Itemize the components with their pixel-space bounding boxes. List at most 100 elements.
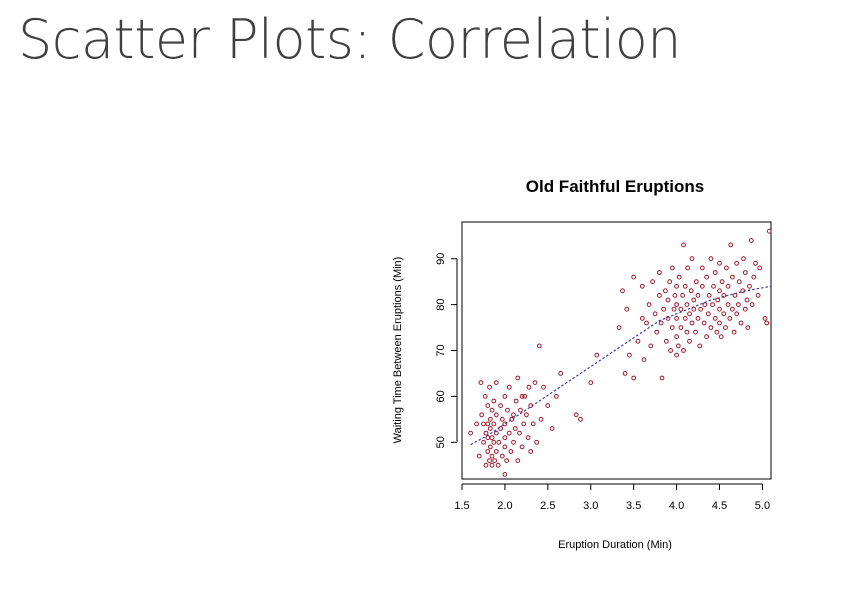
data-point xyxy=(719,279,725,285)
data-point xyxy=(487,426,493,431)
data-point xyxy=(674,302,679,308)
data-point xyxy=(748,238,754,243)
data-point xyxy=(525,435,531,441)
data-point xyxy=(689,320,695,326)
data-point xyxy=(701,320,707,326)
data-point xyxy=(657,270,662,275)
data-point xyxy=(483,462,489,468)
data-point xyxy=(627,352,632,358)
data-point xyxy=(532,380,538,386)
data-point xyxy=(747,283,752,289)
data-point xyxy=(489,435,495,441)
data-point xyxy=(710,302,715,308)
data-point xyxy=(489,453,495,459)
data-point xyxy=(468,430,474,436)
data-point xyxy=(699,265,705,271)
data-point xyxy=(693,279,699,285)
data-point xyxy=(536,343,542,349)
data-point xyxy=(492,458,498,464)
x-axis: 1.5 2.0 2.5 3.0 3.5 4.0 4.5 5.0 xyxy=(454,483,770,512)
data-point xyxy=(680,293,685,298)
data-point xyxy=(498,426,504,431)
data-point xyxy=(674,352,679,358)
data-point xyxy=(672,293,678,298)
data-point xyxy=(578,416,583,422)
data-point xyxy=(639,316,645,321)
data-point xyxy=(522,394,528,399)
data-point xyxy=(742,270,748,275)
data-point xyxy=(766,228,772,234)
data-point xyxy=(530,421,536,427)
data-point xyxy=(685,265,691,271)
chart-title: Old Faithful Eruptions xyxy=(526,177,704,196)
data-point xyxy=(620,288,625,294)
data-point xyxy=(659,375,665,381)
data-point xyxy=(714,329,720,335)
data-point xyxy=(506,430,512,436)
data-point xyxy=(744,297,750,303)
data-point xyxy=(554,394,559,399)
data-point xyxy=(741,256,746,262)
data-point xyxy=(740,288,746,294)
data-point xyxy=(478,380,484,386)
data-point xyxy=(734,311,740,317)
data-point xyxy=(725,302,731,308)
data-point xyxy=(712,270,718,275)
data-point xyxy=(682,316,688,321)
data-point xyxy=(517,430,522,436)
y-tick-label: 50 xyxy=(435,436,447,448)
data-point xyxy=(657,293,662,298)
data-point xyxy=(695,293,701,298)
data-point xyxy=(491,398,497,404)
data-point xyxy=(487,444,493,450)
data-point xyxy=(487,458,492,464)
data-point xyxy=(502,421,508,427)
data-point xyxy=(502,435,508,441)
data-point xyxy=(704,334,709,340)
x-tick-label: 2.5 xyxy=(540,500,555,512)
data-point xyxy=(717,306,722,312)
data-point xyxy=(493,412,499,418)
data-point xyxy=(506,384,512,390)
y-tick-label: 70 xyxy=(435,344,447,356)
data-point xyxy=(495,462,501,468)
data-point xyxy=(669,265,675,271)
data-point xyxy=(738,320,744,326)
data-point xyxy=(524,412,529,418)
data-point xyxy=(684,302,690,308)
x-axis-label: Eruption Duration (Min) xyxy=(558,539,672,551)
data-point xyxy=(708,256,714,262)
data-point xyxy=(512,426,518,431)
data-point xyxy=(665,297,671,303)
x-tick-label: 3.0 xyxy=(583,500,598,512)
data-point xyxy=(681,242,686,248)
data-point xyxy=(622,371,628,376)
data-point xyxy=(538,416,544,422)
data-point xyxy=(498,403,504,409)
data-point xyxy=(635,338,641,344)
data-point xyxy=(485,435,491,441)
data-point xyxy=(668,348,673,353)
data-point xyxy=(650,279,655,285)
data-point xyxy=(654,329,660,335)
data-point xyxy=(705,311,711,317)
data-point xyxy=(674,334,679,340)
y-tick-label: 80 xyxy=(435,298,447,310)
data-point xyxy=(717,288,722,294)
data-point xyxy=(573,412,579,418)
trend-layer xyxy=(470,285,772,446)
data-point xyxy=(476,453,482,459)
data-point xyxy=(697,343,703,349)
data-point xyxy=(505,407,510,413)
data-point xyxy=(526,384,532,390)
data-point xyxy=(718,334,724,340)
data-point xyxy=(731,329,737,335)
data-point xyxy=(753,260,758,266)
x-tick-label: 4.0 xyxy=(669,500,684,512)
data-point xyxy=(711,283,716,289)
data-point xyxy=(493,380,499,386)
data-point xyxy=(682,283,688,289)
data-point xyxy=(757,265,763,271)
data-point xyxy=(624,306,630,312)
